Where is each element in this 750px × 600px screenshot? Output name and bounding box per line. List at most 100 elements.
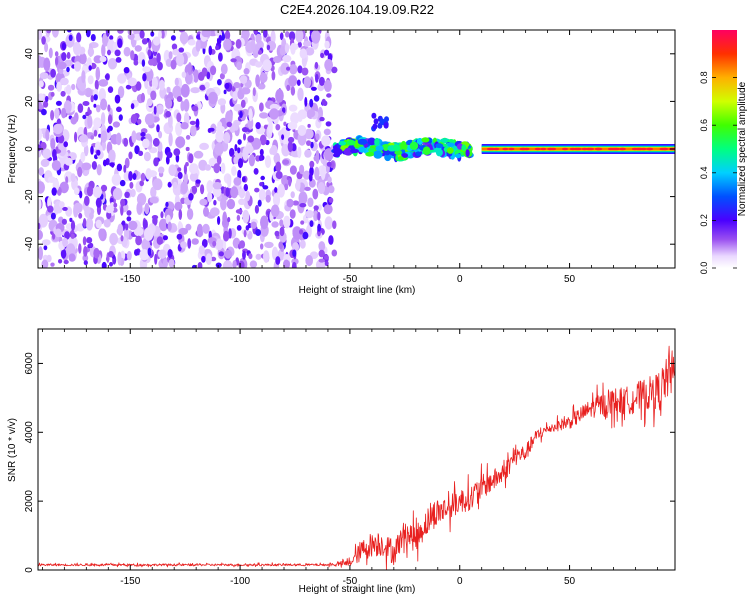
spectrogram-noise-cell — [185, 223, 192, 231]
spectrogram-noise-cell — [156, 104, 164, 115]
spectrogram-transition-cell — [379, 118, 385, 125]
spectrogram-noise-cell — [93, 247, 100, 259]
spectrogram-noise-cell — [95, 197, 102, 208]
spectrogram-transition-cell — [354, 139, 359, 148]
spectrogram-noise-cell — [272, 193, 281, 207]
spectrogram-noise-cell — [199, 198, 208, 206]
spectrogram-xtick-label: -150 — [120, 274, 140, 285]
spectrogram-noise-cell — [325, 121, 332, 127]
spectrogram-noise-cell — [251, 137, 262, 150]
colorbar-tick-label: 0.8 — [699, 71, 709, 84]
spectrogram-noise-cell — [101, 140, 107, 151]
spectrogram-noise-cell — [93, 117, 102, 129]
spectrogram-noise-cell — [50, 110, 55, 121]
spectrogram-noise-cell — [38, 128, 43, 141]
spectrogram-noise-cell — [174, 77, 179, 86]
spectrogram-noise-cell — [134, 45, 142, 52]
spectrogram-noise-cell — [112, 187, 123, 200]
spectrogram-noise-cell — [217, 216, 221, 225]
spectrogram-noise-cell — [263, 250, 270, 263]
spectrogram-noise-cell — [63, 259, 69, 265]
spectrogram-noise-cell — [180, 122, 189, 130]
snr-xtick-label: 50 — [564, 576, 576, 587]
spectrogram-noise-cell — [186, 208, 194, 220]
spectrogram-noise-cell — [243, 68, 250, 75]
spectrogram-noise-cell — [231, 166, 237, 176]
spectrogram-noise-cell — [117, 30, 124, 34]
spectrogram-noise-cell — [70, 173, 76, 183]
spectrogram-noise-cell — [129, 181, 134, 189]
spectrogram-noise-cell — [178, 47, 185, 53]
spectrogram-noise-cell — [297, 125, 307, 136]
spectrogram-noise-cell — [56, 81, 62, 92]
spectrogram-noise-cell — [195, 118, 200, 128]
snr-panel: -150 -100 -50 0 50 0 2000 4000 6000 Height of st… — [7, 328, 676, 595]
spectrogram-noise-cell — [136, 201, 143, 215]
spectrogram-noise-cell — [259, 134, 267, 146]
spectrogram-noise-cell — [59, 181, 69, 194]
spectrogram-noise-cell — [111, 173, 122, 186]
spectrogram-noise-cell — [295, 177, 301, 192]
colorbar-tick-label: 0.4 — [699, 167, 709, 180]
spectrogram-noise-cell — [77, 103, 84, 113]
spectrogram-noise-cell — [279, 32, 284, 41]
spectrogram-noise-cell — [283, 259, 290, 268]
spectrogram-noise-cell — [54, 228, 62, 238]
spectrogram-noise-cell — [98, 228, 105, 240]
spectrogram-noise-cell — [206, 180, 214, 194]
spectrogram-noise-cell — [107, 49, 111, 56]
spectrogram-noise-cell — [72, 41, 82, 56]
spectrogram-noise-cell — [286, 84, 291, 92]
spectrogram-noise-cell — [38, 167, 44, 176]
spectrogram-noise-cell — [100, 112, 106, 126]
spectrogram-noise-cell — [62, 237, 69, 248]
spectrogram-noise-cell — [130, 103, 135, 110]
spectrogram-noise-cell — [130, 50, 135, 61]
spectrogram-noise-cell — [93, 129, 98, 137]
spectrogram-noise-cell — [198, 245, 205, 255]
spectrogram-noise-cell — [284, 43, 290, 54]
spectrogram-noise-cell — [114, 49, 121, 57]
spectrogram-ytick-label: -40 — [24, 237, 35, 252]
spectrogram-noise-cell — [44, 42, 49, 53]
spectrogram-noise-cell — [323, 79, 332, 92]
spectrogram-transition-cell — [338, 141, 347, 146]
spectrogram-cells — [38, 30, 675, 268]
spectrogram-noise-cell — [303, 40, 312, 47]
spectrogram-noise-cell — [82, 236, 87, 246]
spectrogram-noise-cell — [109, 35, 114, 41]
spectrogram-noise-cell — [78, 212, 83, 219]
spectrogram-noise-cell — [208, 45, 213, 56]
spectrogram-transition-cell — [373, 118, 379, 125]
snr-series-line — [38, 345, 675, 570]
spectrogram-noise-cell — [61, 218, 67, 225]
spectrogram-noise-cell — [109, 232, 118, 246]
spectrogram-noise-cell — [93, 55, 103, 64]
spectrogram-noise-cell — [65, 176, 69, 184]
spectrogram-noise-cell — [48, 47, 53, 59]
spectrogram-transition-cell — [368, 147, 375, 153]
spectrogram-noise-cell — [152, 178, 163, 191]
spectrogram-noise-cell — [306, 109, 316, 118]
spectrogram-noise-cell — [202, 223, 210, 234]
spectrogram-noise-cell — [317, 211, 321, 221]
spectrogram-noise-cell — [101, 261, 107, 268]
spectrogram-noise-cell — [50, 262, 55, 267]
spectrogram-noise-cell — [297, 87, 304, 102]
spectrogram-noise-cell — [85, 30, 91, 38]
spectrogram-noise-cell — [108, 149, 116, 163]
spectrogram-noise-cell — [144, 113, 155, 126]
spectrogram-noise-cell — [58, 201, 65, 209]
spectrogram-noise-cell — [148, 39, 152, 49]
spectrogram-noise-cell — [222, 260, 233, 268]
spectrogram-noise-cell — [297, 146, 302, 159]
spectrogram-noise-cell — [123, 164, 127, 173]
spectrogram-noise-cell — [180, 181, 188, 194]
spectrogram-noise-cell — [195, 40, 201, 52]
spectrogram-noise-cell — [327, 176, 332, 184]
spectrogram-noise-cell — [236, 225, 242, 231]
spectrogram-noise-cell — [95, 219, 102, 229]
spectrogram-noise-cell — [314, 166, 320, 181]
spectrogram-noise-cell — [160, 211, 164, 219]
spectrogram-noise-cell — [290, 42, 296, 55]
